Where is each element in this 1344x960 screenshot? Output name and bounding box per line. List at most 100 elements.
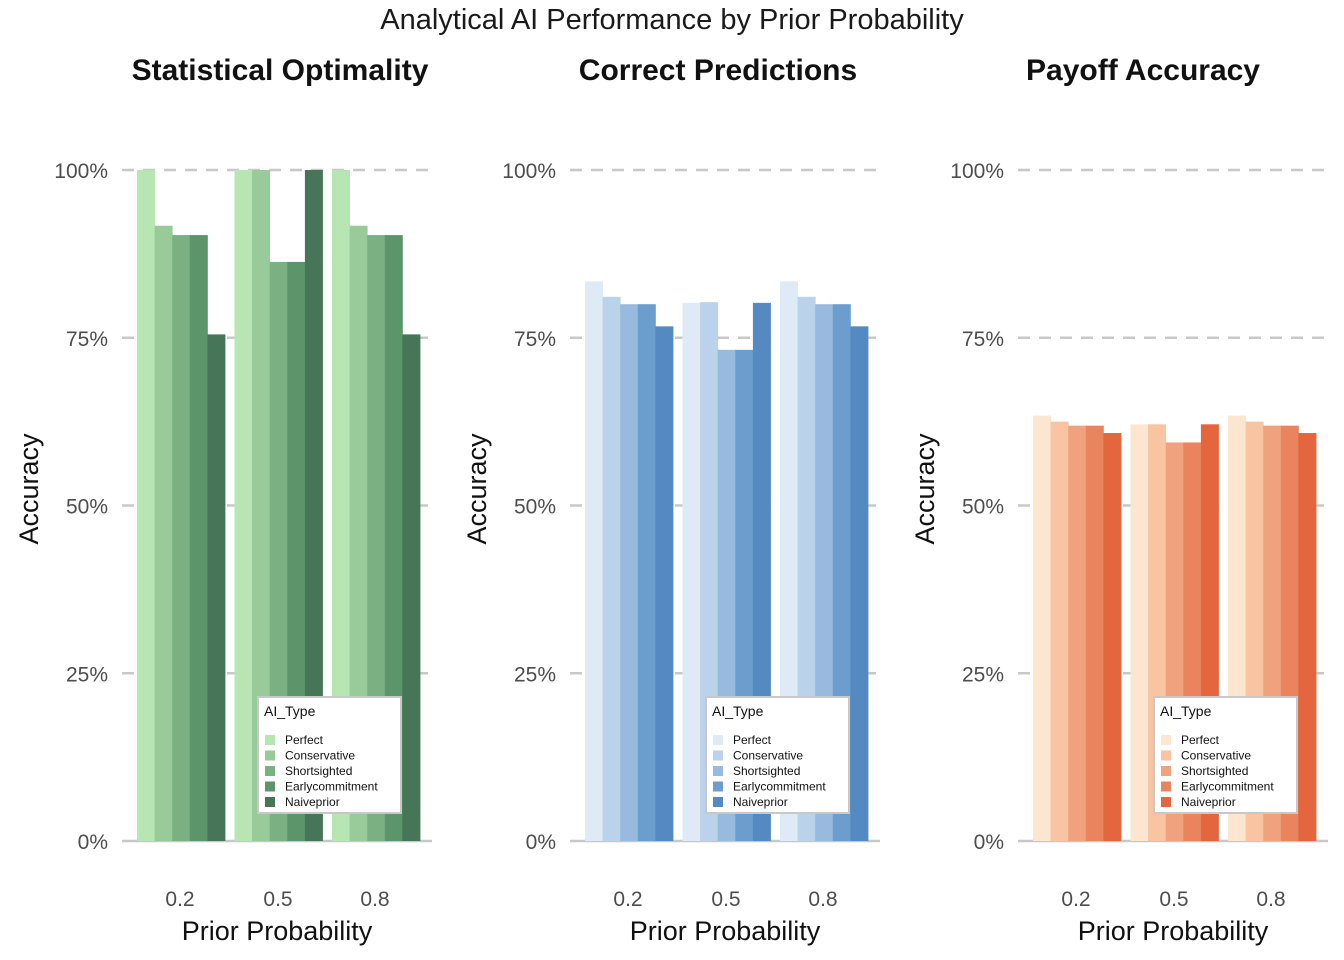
x-tick-label: 0.5 [263,888,292,911]
legend-swatch-perfect [265,735,275,745]
y-tick-label: 50% [962,496,1004,519]
x-axis-label: Prior Probability [630,916,821,946]
y-tick-label: 25% [66,663,108,686]
y-tick-label: 0% [526,831,556,854]
bar-earlycommitment-0.8 [384,235,403,841]
panel-title: Statistical Optimality [132,54,429,87]
legend-label: Shortsighted [733,764,800,778]
bar-conservative-0.2 [602,296,621,842]
y-tick-label: 75% [962,328,1004,351]
bar-earlycommitment-0.2 [1085,425,1104,841]
legend-label: Naiveprior [285,795,340,809]
legend-swatch-perfect [713,735,723,745]
x-tick-label: 0.8 [808,888,837,911]
bar-conservative-0.8 [349,225,368,841]
bar-naiveprior-0.2 [207,334,226,841]
legend-swatch-earlycommitment [1161,781,1171,792]
bar-shortsighted-0.2 [1068,425,1087,841]
x-tick-label: 0.8 [1256,888,1285,911]
bar-naiveprior-0.8 [402,334,421,841]
x-tick-label: 0.8 [360,888,389,911]
x-tick-label: 0.2 [613,888,642,911]
chart-panel-1: Statistical Optimality 0% 25% 50% 75% 100% 0.2… [14,54,432,946]
legend-label: Naiveprior [733,795,788,809]
legend-label: Conservative [285,749,355,763]
legend-label: Naiveprior [1181,795,1236,809]
x-tick-label: 0.2 [1061,888,1090,911]
x-axis-label: Prior Probability [1078,916,1269,946]
legend-swatch-conservative [713,750,723,761]
y-tick-label: 50% [514,496,556,519]
y-axis-label: Accuracy [910,433,940,545]
legend-swatch-earlycommitment [713,781,723,792]
y-axis-label: Accuracy [462,433,492,545]
legend-swatch-naiveprior [265,797,275,807]
main-title: Analytical AI Performance by Prior Proba… [380,4,964,36]
chart-panel-3: Payoff Accuracy 0% 25% 50% 75% 100% 0.2 0.5 0.8 P… [910,54,1328,946]
bar-naiveprior-0.5 [304,170,323,841]
x-axis-label: Prior Probability [182,916,373,946]
y-tick-label: 100% [950,160,1004,183]
legend-box [705,696,850,814]
bar-shortsighted-0.2 [620,304,639,841]
legend-swatch-perfect [1161,735,1171,745]
legend-label: Shortsighted [285,764,352,778]
legend-label: Conservative [1181,749,1251,763]
chart-panel-2: Correct Predictions 0% 25% 50% 75% 100% 0.2 0.5… [462,54,880,946]
bar-conservative-0.5 [252,170,271,841]
bar-naiveprior-0.8 [1298,433,1317,841]
y-tick-label: 100% [54,160,108,183]
panel-title: Payoff Accuracy [1026,54,1260,87]
legend-label: Earlycommitment [285,780,378,794]
legend-label: Perfect [1181,733,1220,747]
bar-perfect-0.5 [234,170,253,841]
bar-shortsighted-0.8 [367,235,386,841]
bar-perfect-0.5 [682,302,701,841]
legend-label: Perfect [285,733,324,747]
legend-swatch-naiveprior [713,797,723,807]
x-tick-label: 0.2 [165,888,194,911]
bar-shortsighted-0.2 [172,235,191,841]
bar-naiveprior-0.2 [1103,433,1122,841]
bar-perfect-0.2 [137,170,155,841]
bar-naiveprior-0.2 [655,326,674,841]
y-tick-label: 75% [514,328,556,351]
y-axis-label: Accuracy [14,433,44,545]
legend-label: Conservative [733,749,803,763]
bar-perfect-0.2 [585,281,603,841]
y-tick-label: 100% [502,160,556,183]
legend-swatch-shortsighted [1161,766,1171,776]
legend-title: AI_Type [264,703,316,719]
legend-box [257,696,402,814]
legend-box [1153,696,1298,814]
legend-swatch-conservative [1161,750,1171,761]
y-tick-label: 0% [974,831,1004,854]
bar-conservative-0.2 [154,225,173,841]
bar-conservative-0.2 [1050,421,1069,841]
legend-title: AI_Type [1160,703,1212,719]
legend-label: Earlycommitment [1181,780,1274,794]
legend-swatch-earlycommitment [265,781,275,792]
bar-earlycommitment-0.2 [637,304,656,841]
panel-title: Correct Predictions [579,54,857,87]
legend-swatch-conservative [265,750,275,761]
bar-perfect-0.5 [1130,424,1149,841]
legend-swatch-shortsighted [713,766,723,776]
legend-label: Shortsighted [1181,764,1248,778]
bar-perfect-0.2 [1033,415,1051,841]
x-tick-label: 0.5 [1159,888,1188,911]
y-tick-label: 50% [66,496,108,519]
x-tick-label: 0.5 [711,888,740,911]
bar-naiveprior-0.8 [850,326,869,841]
legend-swatch-naiveprior [1161,797,1171,807]
legend-swatch-shortsighted [265,766,275,776]
legend-label: Perfect [733,733,772,747]
y-tick-label: 25% [962,663,1004,686]
legend-title: AI_Type [712,703,764,719]
y-tick-label: 75% [66,328,108,351]
bar-perfect-0.8 [332,170,350,841]
